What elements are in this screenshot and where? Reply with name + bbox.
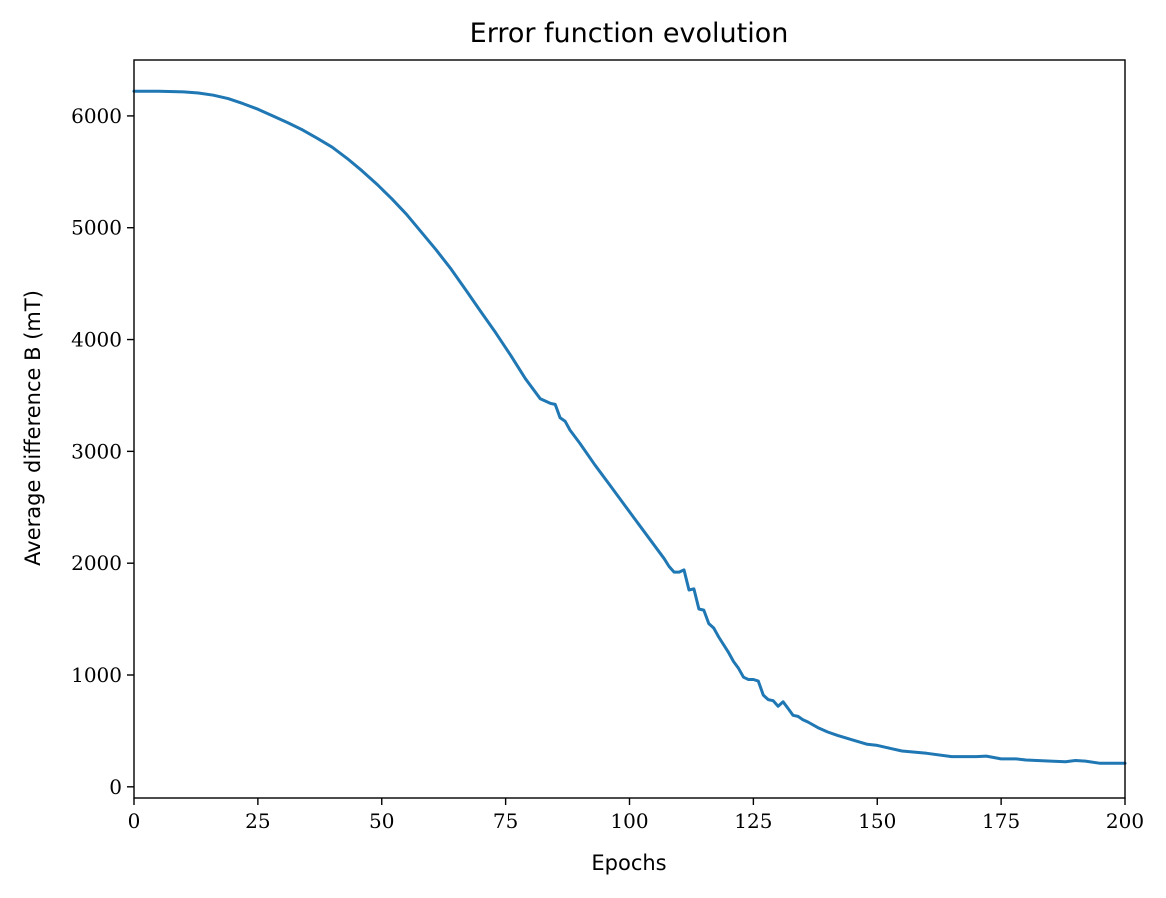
x-tick-label: 200: [1106, 809, 1144, 833]
series-line: [132, 89, 1127, 765]
x-tick-label: 150: [858, 809, 896, 833]
y-axis-label: Average difference B (mT): [21, 290, 45, 566]
y-tick-label: 5000: [71, 216, 122, 240]
x-tick-label: 125: [734, 809, 772, 833]
x-tick-label: 0: [128, 809, 141, 833]
plot-frame: [133, 59, 1126, 799]
chart-title: Error function evolution: [470, 18, 789, 49]
y-tick-label: 6000: [71, 104, 122, 128]
x-tick-label: 50: [369, 809, 394, 833]
y-tick-label: 0: [109, 775, 122, 799]
x-tick-label: 175: [982, 809, 1020, 833]
x-tick-label: 100: [610, 809, 648, 833]
x-tick-label: 25: [245, 809, 270, 833]
x-axis-label: Epochs: [591, 851, 666, 875]
plot-area: [132, 89, 1127, 765]
y-tick-label: 4000: [71, 328, 122, 352]
y-tick-label: 2000: [71, 551, 122, 575]
axis-ticks: 0 25 50 75 100 125 150 175 200010002000300040005…: [71, 104, 1144, 833]
x-tick-label: 75: [493, 809, 518, 833]
y-tick-label: 3000: [71, 439, 122, 463]
y-tick-label: 1000: [71, 663, 122, 687]
